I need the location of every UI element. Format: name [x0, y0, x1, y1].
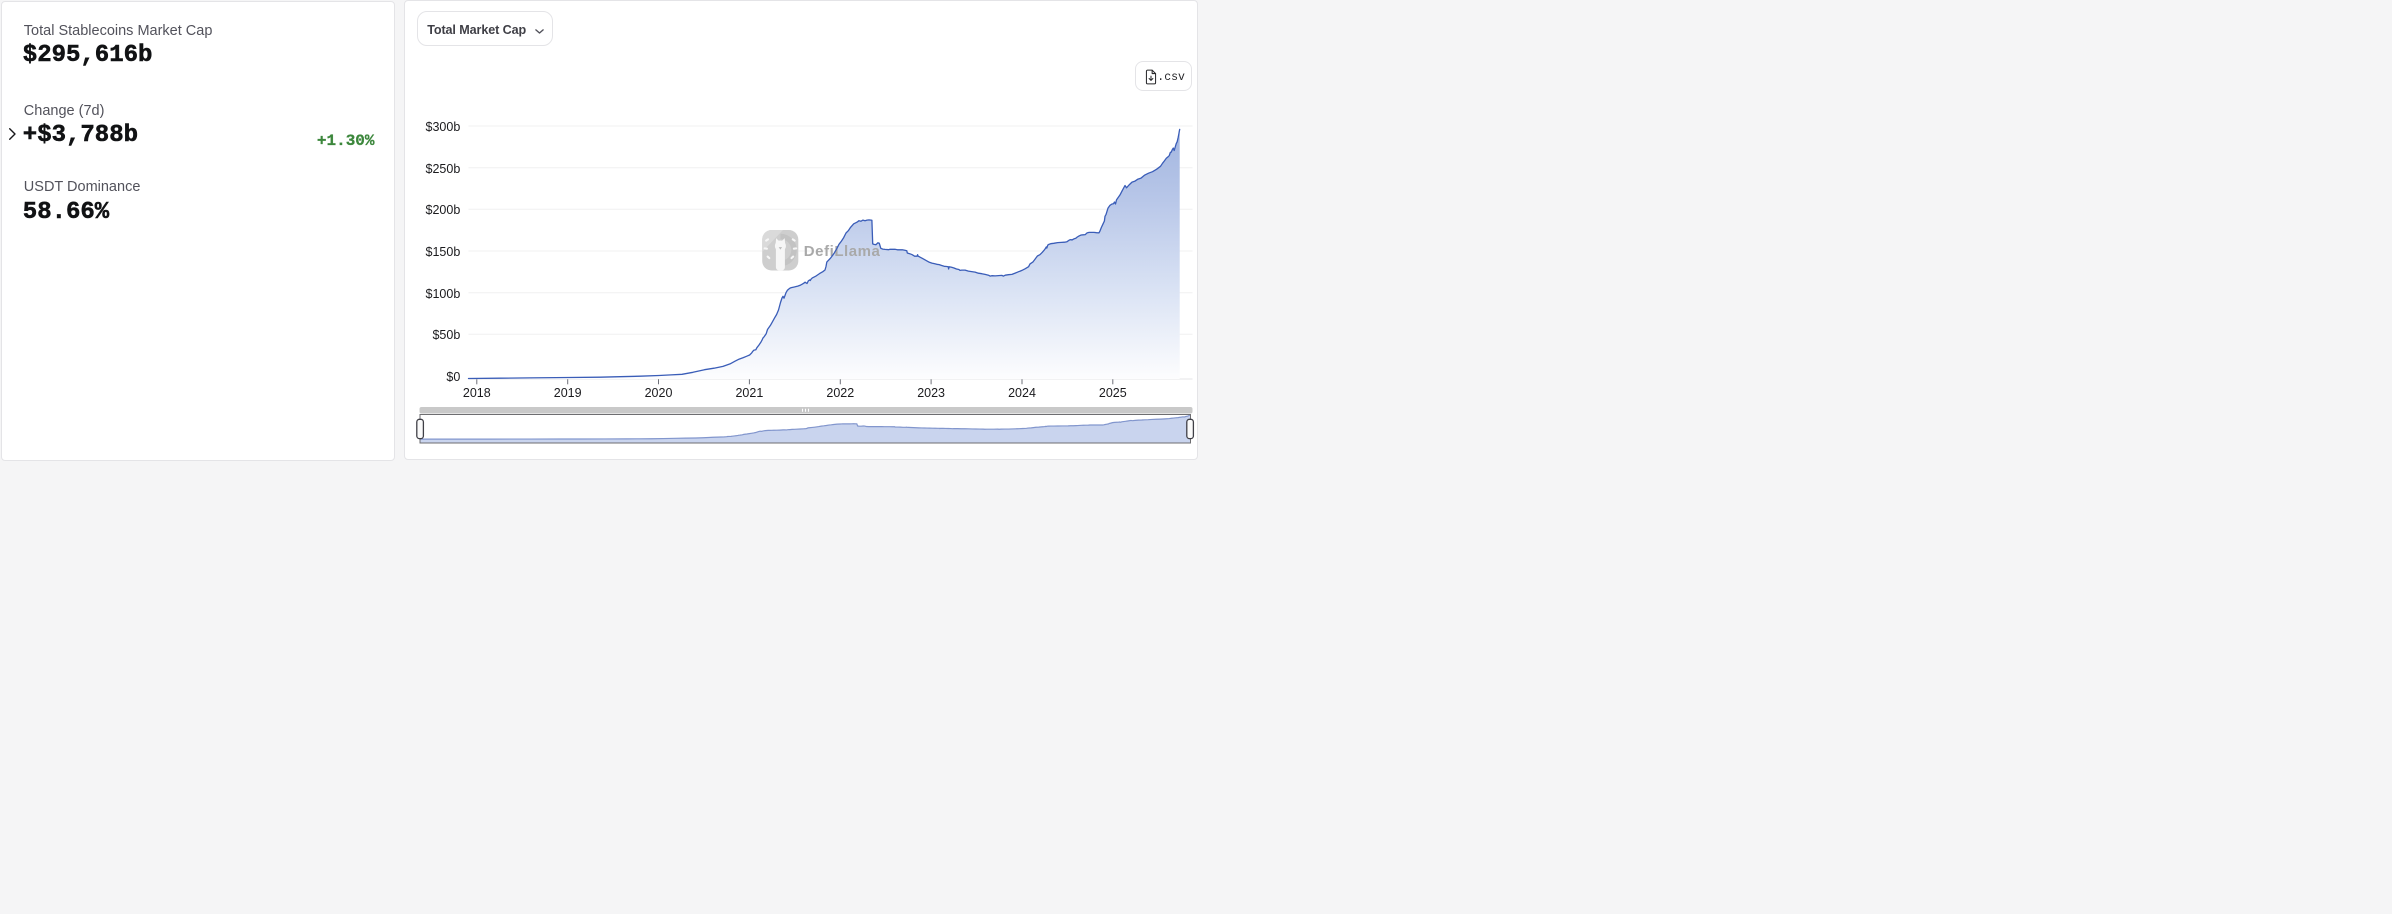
svg-text:DefiLlama: DefiLlama	[804, 243, 881, 260]
